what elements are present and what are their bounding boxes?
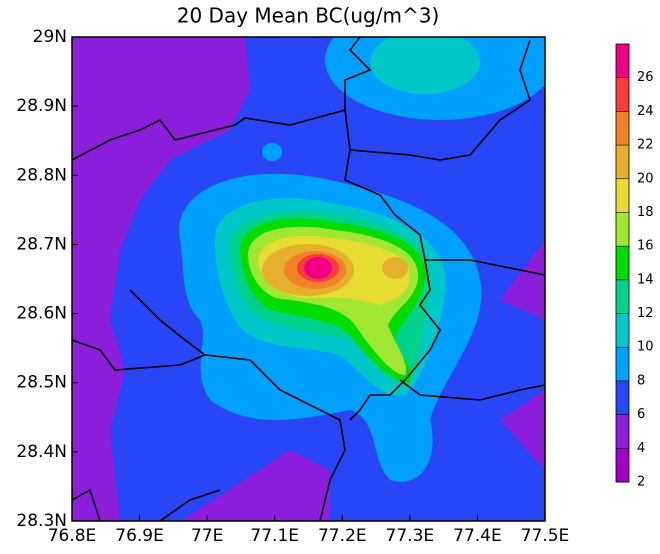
x-tick-label: 76.8E: [48, 526, 97, 546]
chart-title: 20 Day Mean BC(ug/m^3): [177, 4, 440, 28]
colorbar-bin: [616, 212, 629, 247]
colorbar-label: 8: [637, 373, 645, 388]
colorbar-label: 24: [637, 104, 654, 119]
boundary: [129, 289, 206, 356]
colorbar-label: 16: [637, 239, 654, 254]
boundary: [425, 259, 545, 276]
colorbar-bin: [616, 279, 629, 314]
y-tick-label: 28.7N: [16, 234, 67, 254]
colorbar-label: 20: [637, 171, 654, 186]
colorbar-label: 26: [637, 70, 654, 85]
boundary: [72, 339, 346, 521]
contour-region: [262, 143, 282, 161]
x-tick-label: 77.4E: [453, 526, 502, 546]
y-tick-label: 28.9N: [16, 96, 67, 116]
boundary: [399, 379, 545, 401]
colorbar-bin: [616, 178, 629, 213]
boundary: [72, 37, 372, 161]
colorbar-bin: [616, 380, 629, 415]
colorbar-bin: [616, 44, 629, 78]
colorbar-bin: [616, 145, 629, 179]
colorbar-label: 22: [637, 138, 654, 153]
colorbar-label: 10: [637, 340, 654, 355]
y-tick-label: 28.4N: [16, 442, 67, 462]
contour-region: [304, 257, 332, 279]
colorbar-label: 12: [637, 306, 654, 321]
colorbar-bin: [616, 313, 629, 348]
colorbar-label: 18: [637, 205, 654, 220]
boundary: [344, 109, 441, 421]
colorbar-bin: [616, 414, 629, 449]
x-tick-label: 77E: [191, 526, 223, 546]
colorbar-label: 2: [637, 475, 645, 490]
x-tick-label: 77.2E: [318, 526, 367, 546]
y-tick-label: 28.3N: [16, 511, 67, 531]
colorbar-label: 14: [637, 272, 654, 287]
x-tick-label: 76.9E: [115, 526, 164, 546]
colorbar-label: 4: [637, 441, 645, 456]
x-tick-label: 77.1E: [250, 526, 299, 546]
colorbar-bin: [616, 448, 629, 482]
x-tick-label: 77.3E: [386, 526, 435, 546]
colorbar-bin: [616, 246, 629, 280]
colorbar-bin: [616, 347, 629, 381]
x-tick-label: 77.5E: [521, 526, 570, 546]
boundary: [72, 488, 221, 521]
contour-field: [72, 37, 545, 521]
colorbar-bin: [616, 111, 629, 146]
y-tick-label: 29N: [33, 27, 67, 47]
boundary: [349, 39, 531, 161]
contour-region: [370, 37, 480, 94]
colorbar-bin: [616, 77, 629, 112]
y-tick-label: 28.6N: [16, 304, 67, 324]
plot-frame: [71, 36, 546, 522]
y-tick-label: 28.5N: [16, 373, 67, 393]
contour-region: [382, 257, 408, 279]
colorbar-label: 6: [637, 407, 645, 422]
y-tick-label: 28.8N: [16, 165, 67, 185]
